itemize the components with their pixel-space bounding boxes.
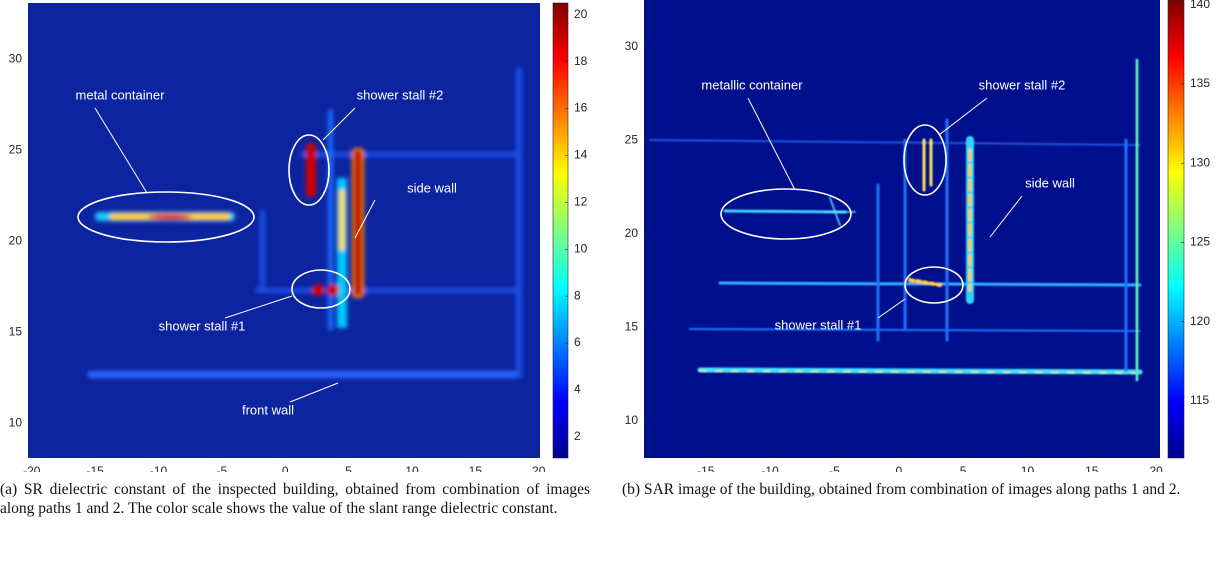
heatmap-b xyxy=(644,0,1160,458)
colorbar-tick-label: 20 xyxy=(574,7,588,21)
annotation: front wall xyxy=(242,402,294,417)
x-tick-label: 15 xyxy=(469,464,483,472)
x-tick-label: -15 xyxy=(86,464,104,472)
x-tick-label: -5 xyxy=(829,464,840,472)
x-tick-label: 10 xyxy=(1021,464,1035,472)
x-tick-label: -10 xyxy=(761,464,779,472)
colorbar-tick-label: 6 xyxy=(574,335,581,349)
figure: metal container shower stall #2 side wal… xyxy=(0,0,1228,472)
x-tick-label: -10 xyxy=(150,464,168,472)
x-tick-label: -5 xyxy=(217,464,228,472)
colorbar-tick-label: 2 xyxy=(574,429,581,443)
x-tick-label: 20 xyxy=(1149,464,1163,472)
colorbar-tick-label: 14 xyxy=(574,148,588,162)
colorbar-tick-label: 120 xyxy=(1190,314,1210,328)
y-tick-label: 15 xyxy=(9,325,23,339)
x-tick-label: 15 xyxy=(1085,464,1099,472)
annotation: side wall xyxy=(1025,175,1075,190)
annotation: metallic container xyxy=(701,77,803,92)
colorbar-tick-label: 125 xyxy=(1190,235,1210,249)
x-tick-label: 5 xyxy=(345,464,352,472)
y-tick-label: 25 xyxy=(625,132,639,146)
y-tick-label: 20 xyxy=(9,234,23,248)
page: {"panels": [ {"xlim": [-20.3, 20.1], "yl… xyxy=(0,0,1228,563)
colorbar-tick-label: 10 xyxy=(574,241,588,255)
colorbar-tick-label: 135 xyxy=(1190,76,1210,90)
caption: (b) SAR image of the building, obtained … xyxy=(622,480,1226,499)
y-tick-label: 10 xyxy=(625,413,639,427)
x-tick-label: 10 xyxy=(405,464,419,472)
annotation: shower stall #1 xyxy=(159,318,246,333)
x-tick-label: 0 xyxy=(895,464,902,472)
colorbar-tick-label: 4 xyxy=(574,382,581,396)
x-tick-label: 5 xyxy=(960,464,967,472)
colorbar xyxy=(1168,0,1184,458)
colorbar-tick-label: 16 xyxy=(574,101,588,115)
y-tick-label: 25 xyxy=(9,143,23,157)
x-tick-label: 0 xyxy=(282,464,289,472)
colorbar-tick-label: 18 xyxy=(574,54,588,68)
x-tick-label: -20 xyxy=(23,464,41,472)
annotation: metal container xyxy=(76,87,166,102)
heatmap-a xyxy=(28,3,540,458)
colorbar-tick-label: 140 xyxy=(1190,0,1210,11)
colorbar-tick-label: 12 xyxy=(574,195,588,209)
y-tick-label: 20 xyxy=(625,226,639,240)
annotation: shower stall #2 xyxy=(979,77,1066,92)
y-tick-label: 10 xyxy=(9,416,23,430)
y-tick-label: 30 xyxy=(9,52,23,66)
annotation: side wall xyxy=(407,180,457,195)
annotation: shower stall #2 xyxy=(357,87,444,102)
colorbar-tick-label: 8 xyxy=(574,288,581,302)
y-tick-label: 15 xyxy=(625,319,639,333)
annotation: shower stall #1 xyxy=(775,317,862,332)
colorbar-tick-label: 130 xyxy=(1190,155,1210,169)
colorbar-tick-label: 115 xyxy=(1190,393,1209,407)
x-tick-label: 20 xyxy=(532,464,546,472)
x-tick-label: -15 xyxy=(697,464,715,472)
y-tick-label: 30 xyxy=(625,39,639,53)
caption: (a) SR dielectric constant of the inspec… xyxy=(0,480,590,518)
